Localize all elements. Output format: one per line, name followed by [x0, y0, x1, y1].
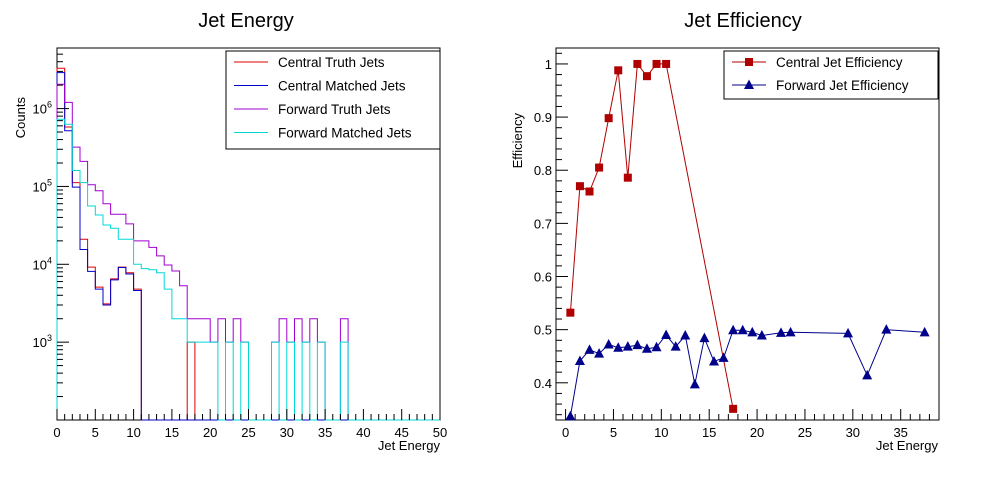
data-point-square [729, 404, 738, 413]
x-tick-label: 20 [750, 425, 764, 440]
legend-label: Central Jet Efficiency [776, 55, 903, 70]
data-point-triangle [584, 344, 595, 354]
y-tick-label: 0.7 [534, 216, 552, 231]
histogram-line-3 [56, 118, 440, 421]
y-axis-label: Counts [13, 97, 28, 139]
data-point-triangle [708, 356, 719, 366]
data-point-square [633, 59, 642, 68]
x-tick-label: 35 [893, 425, 907, 440]
data-point-triangle [699, 332, 710, 343]
x-tick-label: 30 [280, 425, 294, 440]
data-point-square [585, 187, 594, 196]
data-point-square [652, 59, 661, 68]
x-tick-label: 10 [126, 425, 140, 440]
data-point-triangle [776, 327, 787, 337]
data-point-triangle [881, 324, 892, 334]
x-tick-label: 45 [394, 425, 408, 440]
efficiency-series [565, 59, 930, 421]
legend[interactable]: Central Jet Efficiency Forward Jet Effici… [723, 50, 939, 100]
x-tick-label: 35 [318, 425, 332, 440]
x-tick-label: 5 [92, 425, 99, 440]
data-point-triangle [756, 330, 767, 340]
x-axis-label: Jet Energy [876, 438, 939, 453]
jet-efficiency-panel: Jet Efficiency 0 5 10 15 20 25 30 35 0.40.50.60… [510, 10, 940, 453]
x-tick-label: 0 [53, 425, 60, 440]
legend-marker-square [745, 58, 753, 66]
legend-label: Forward Jet Efficiency [776, 78, 909, 93]
data-point-triangle [862, 369, 873, 380]
data-point-triangle [689, 378, 700, 389]
y-tick-label: 0.6 [534, 270, 552, 285]
chart-title: Jet Energy [198, 10, 294, 32]
x-tick-label: 30 [846, 425, 860, 440]
jet-energy-panel: Jet Energy 0 5 10 15 20 25 30 35 40 45 50 10310410… [13, 10, 447, 453]
x-axis: 0 5 10 15 20 25 30 35 [555, 409, 940, 440]
legend-label: Forward Truth Jets [278, 102, 391, 117]
data-point-triangle [632, 339, 643, 350]
x-tick-label: 50 [433, 425, 447, 440]
data-point-triangle [594, 348, 605, 358]
data-point-triangle [728, 324, 739, 335]
data-point-square [614, 66, 623, 75]
x-tick-label: 20 [203, 425, 217, 440]
data-point-triangle [919, 326, 930, 337]
data-point-triangle [661, 329, 672, 339]
plot-frame [555, 47, 940, 421]
data-point-square [623, 173, 632, 182]
data-point-triangle [641, 343, 652, 353]
data-point-triangle [603, 339, 614, 349]
data-point-square [566, 308, 575, 317]
data-point-square [595, 163, 604, 172]
y-tick-label: 105 [33, 177, 52, 194]
legend-box [723, 50, 939, 100]
data-point-triangle [737, 324, 748, 335]
y-tick-label: 1 [545, 57, 552, 72]
y-tick-label: 0.8 [534, 163, 552, 178]
y-tick-label: 106 [33, 100, 52, 117]
x-tick-label: 10 [654, 425, 668, 440]
x-tick-label: 15 [165, 425, 179, 440]
series-line-1 [569, 329, 925, 417]
data-point-square [662, 59, 671, 68]
data-point-triangle [785, 326, 796, 337]
legend-label: Central Truth Jets [278, 55, 385, 70]
x-tick-label: 25 [241, 425, 255, 440]
legend[interactable]: Central Truth Jets Central Matched Jets Fo… [225, 50, 441, 150]
y-tick-label: 0.9 [534, 110, 552, 125]
y-axis: 0.4 0.5 0.6 0.7 0.8 0.9 1 [534, 52, 568, 416]
x-tick-label: 0 [562, 425, 569, 440]
data-point-triangle [622, 341, 633, 351]
x-tick-label: 5 [610, 425, 617, 440]
data-point-triangle [747, 326, 758, 337]
data-point-triangle [680, 330, 691, 340]
legend-marker-triangle [744, 79, 754, 89]
y-axis-label: Efficiency [510, 113, 525, 169]
data-point-triangle [574, 355, 585, 366]
data-point-triangle [670, 341, 681, 351]
legend-label: Central Matched Jets [278, 79, 406, 94]
data-point-triangle [843, 327, 854, 338]
data-point-square [575, 182, 584, 191]
x-axis-label: Jet Energy [378, 438, 441, 453]
data-point-square [642, 72, 651, 81]
data-point-triangle [651, 341, 662, 352]
x-tick-label: 15 [702, 425, 716, 440]
data-point-triangle [718, 352, 729, 362]
x-tick-label: 25 [798, 425, 812, 440]
y-tick-label: 0.4 [534, 376, 552, 391]
legend-label: Forward Matched Jets [278, 126, 412, 141]
chart-title: Jet Efficiency [684, 10, 801, 32]
y-tick-label: 0.5 [534, 323, 552, 338]
x-axis: 0 5 10 15 20 25 30 35 40 45 50 [53, 409, 447, 440]
x-tick-label: 40 [356, 425, 370, 440]
data-point-triangle [613, 342, 624, 352]
y-axis: 103 104 105 106 [33, 47, 69, 421]
data-point-triangle [565, 410, 576, 421]
y-tick-label: 104 [33, 255, 52, 272]
data-point-square [604, 114, 613, 123]
y-tick-label: 103 [33, 333, 52, 350]
